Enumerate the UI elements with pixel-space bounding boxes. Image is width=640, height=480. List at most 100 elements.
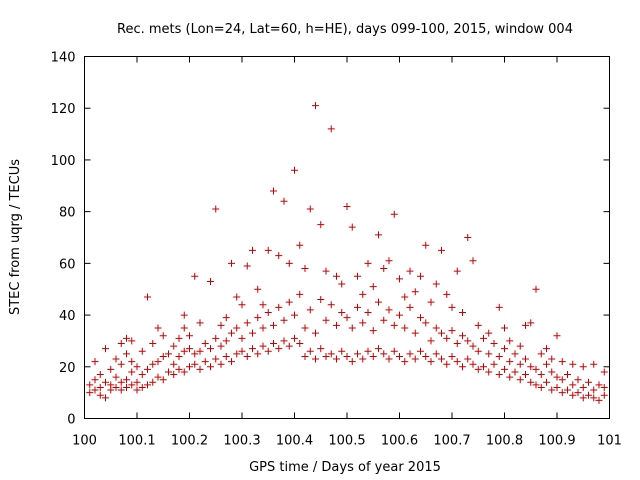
data-point [348, 223, 356, 231]
data-point [322, 352, 330, 360]
data-point [254, 350, 262, 358]
data-point [354, 303, 361, 311]
data-point [516, 376, 524, 384]
data-point [558, 358, 566, 366]
data-point [443, 360, 451, 368]
data-point [201, 340, 209, 348]
data-point [553, 373, 561, 381]
data-point [385, 306, 393, 314]
data-point [159, 332, 167, 340]
data-point [380, 265, 388, 273]
data-point [453, 340, 461, 348]
data-point [186, 345, 193, 353]
data-point [464, 337, 472, 345]
data-point [427, 298, 435, 306]
data-point [128, 368, 136, 376]
data-point [511, 368, 519, 376]
data-point [322, 267, 330, 275]
data-point [343, 202, 351, 210]
data-point [138, 383, 146, 391]
data-point [401, 358, 409, 366]
data-point [438, 246, 445, 254]
data-point [228, 329, 235, 337]
data-point [600, 391, 608, 399]
data-point [301, 265, 309, 273]
data-point [128, 337, 136, 345]
data-point [569, 381, 577, 389]
data-point [233, 293, 241, 301]
data-point [123, 334, 130, 342]
data-series [86, 102, 608, 404]
data-point [249, 345, 256, 353]
data-point [595, 396, 603, 404]
data-point [107, 381, 115, 389]
data-point [485, 350, 493, 358]
x-tick-label: 100.1 [118, 434, 155, 449]
data-point [422, 319, 430, 327]
data-point [133, 363, 141, 371]
data-point [569, 391, 577, 399]
data-point [443, 290, 451, 298]
data-point [138, 371, 146, 379]
data-point [191, 360, 199, 368]
data-point [448, 352, 456, 360]
data-point [417, 272, 424, 280]
data-point [590, 394, 598, 402]
data-point [154, 358, 162, 366]
data-point [133, 378, 141, 386]
data-point [217, 321, 225, 329]
chart-title: Rec. mets (Lon=24, Lat=60, h=HE), days 0… [117, 22, 573, 37]
data-point [459, 332, 466, 340]
data-point [317, 221, 325, 229]
data-point [506, 373, 514, 381]
data-point [354, 350, 361, 358]
data-point [102, 394, 109, 402]
data-point [170, 342, 178, 350]
data-point [438, 355, 445, 363]
data-point [138, 347, 146, 355]
data-point [495, 352, 503, 360]
data-point [222, 337, 230, 345]
data-point [291, 311, 298, 319]
data-point [196, 319, 204, 327]
data-point [317, 296, 325, 304]
data-point [501, 324, 508, 332]
data-point [527, 363, 535, 371]
data-point [406, 303, 414, 311]
data-point [390, 210, 398, 218]
data-point [144, 381, 151, 389]
data-point [312, 355, 319, 363]
data-point [180, 347, 188, 355]
x-tick-label: 100.7 [433, 434, 470, 449]
data-point [117, 378, 125, 386]
data-point [501, 365, 508, 373]
data-point [128, 358, 136, 366]
data-point [579, 363, 587, 371]
data-point [180, 324, 188, 332]
data-point [217, 342, 225, 350]
data-point [112, 383, 120, 391]
data-point [123, 376, 130, 384]
data-point [469, 342, 477, 350]
data-point [112, 355, 120, 363]
data-point [338, 347, 346, 355]
data-point [322, 316, 330, 324]
data-point [233, 350, 241, 358]
data-point [249, 246, 256, 254]
data-point [464, 355, 472, 363]
data-point [511, 350, 519, 358]
data-point [280, 197, 288, 205]
x-tick-label: 100.8 [486, 434, 523, 449]
data-point [107, 365, 115, 373]
data-point [207, 277, 214, 285]
data-point [91, 376, 99, 384]
data-point [469, 360, 477, 368]
data-point [254, 314, 262, 322]
data-point [385, 257, 393, 265]
data-point [590, 360, 598, 368]
y-tick-label: 100 [51, 154, 76, 169]
data-point [196, 347, 204, 355]
data-point [574, 389, 582, 397]
data-point [390, 321, 398, 329]
data-point [259, 342, 267, 350]
